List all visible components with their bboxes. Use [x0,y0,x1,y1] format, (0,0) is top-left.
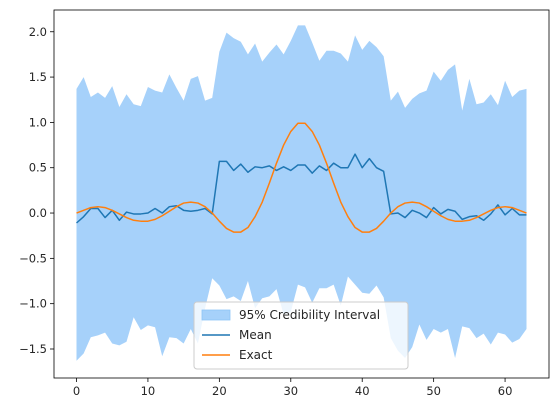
legend: 95% Credibility Interval Mean Exact [193,301,409,370]
y-tick-label: −0.5 [19,251,47,265]
x-tick-label: 10 [141,384,156,398]
y-tick-label: 1.0 [29,115,47,129]
axes: 0 10 20 30 40 50 60 −1.5 −1.0 −0.5 0.0 0.5 1.0 1.5 2.0 [19,9,550,398]
plot-area [76,25,527,361]
y-tick-label: −1.5 [19,342,47,356]
y-tick-label: 1.5 [29,70,47,84]
axes-frame [53,9,550,379]
x-tick-label: 50 [426,384,441,398]
legend-box [193,301,409,370]
x-tick-label: 40 [355,384,370,398]
legend-label: Mean [239,328,272,342]
y-tick-label: 0.5 [29,161,47,175]
y-tick-label: 2.0 [29,25,47,39]
y-tick-label: −1.0 [19,297,47,311]
x-tick-label: 0 [73,384,80,398]
x-tick-label: 60 [498,384,513,398]
legend-label: 95% Credibility Interval [239,308,380,322]
x-tick-label: 30 [283,384,298,398]
legend-label: Exact [239,348,273,362]
legend-swatch-band [201,309,231,321]
y-tick-label: 0.0 [29,206,47,220]
x-tick-label: 20 [212,384,227,398]
credibility-band [76,25,527,361]
series-line-mean [76,153,527,224]
series-line-exact [76,122,527,233]
